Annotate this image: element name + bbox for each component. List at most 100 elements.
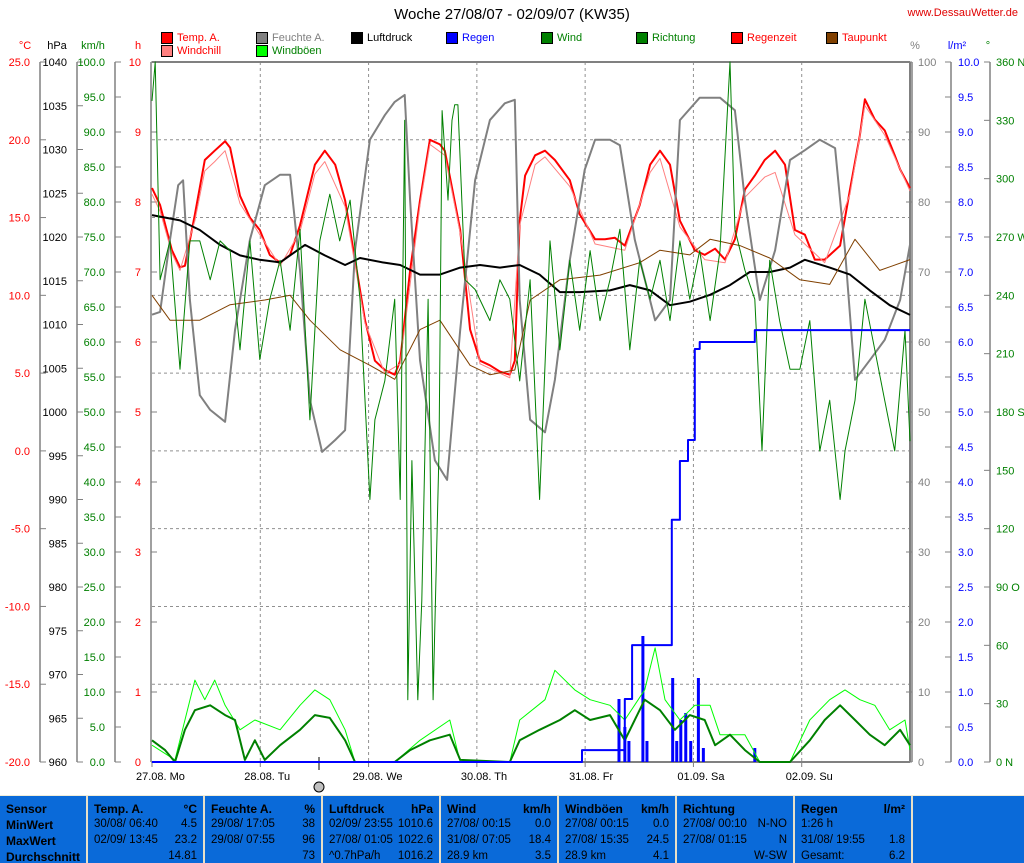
legend-label: Windböen: [272, 45, 322, 57]
legend-item: Taupunkt: [826, 32, 887, 44]
tick-label: 1020: [43, 232, 67, 244]
tick-label: 40.0: [84, 477, 105, 489]
stats-row: Gesamt: 6.2: [801, 850, 905, 863]
legend-swatch: [351, 32, 363, 44]
legend-label: Regen: [462, 32, 495, 44]
tick-label: 210: [996, 349, 1014, 361]
column-header: Richtung: [683, 802, 735, 816]
tick-label: 6.0: [958, 337, 973, 349]
tick-label: 30.0: [84, 547, 105, 559]
tick-label: 5.0: [90, 722, 105, 734]
tick-label: 4.0: [958, 477, 973, 489]
stats-column: Feuchte A.% 29/08/ 17:05 38 29/08/ 07:55 96 7…: [205, 796, 323, 863]
stats-label: 27/08/ 00:10: [683, 818, 747, 830]
stats-value: N: [778, 834, 787, 846]
chart-title: Woche 27/08/07 - 02/09/07 (KW35): [394, 6, 630, 23]
stats-row: 27/08/ 00:15 0.0: [565, 818, 669, 834]
tick-label: 95.0: [84, 92, 105, 104]
tick-label: 60: [918, 337, 930, 349]
stats-row: 29/08/ 07:55 96: [211, 834, 315, 850]
column-header: Luftdruck: [329, 802, 385, 816]
stats-value: 0.0: [653, 818, 669, 830]
tick-label: 60.0: [84, 337, 105, 349]
tick-label: 30: [996, 699, 1008, 711]
tick-label: 5: [135, 407, 141, 419]
stats-row: ^0.7hPa/h 1016.2: [329, 850, 433, 863]
tick-label: -20.0: [5, 757, 30, 769]
tick-label: 1035: [43, 101, 67, 113]
stats-value: N-NO: [757, 818, 787, 830]
site-link[interactable]: www.DessauWetter.de: [907, 7, 1018, 19]
column-header: Feuchte A.: [211, 802, 272, 816]
stats-column: Wind km/h 27/08/ 00:15 0.0 31/08/ 07:05 18.4 2…: [441, 796, 559, 863]
tick-label: 25.0: [84, 582, 105, 594]
x-tick-label: 30.08. Th: [461, 771, 507, 783]
tick-label: 330: [996, 115, 1014, 127]
tick-label: 3: [135, 547, 141, 559]
legend-label: Taupunkt: [842, 32, 887, 44]
tick-label: 965: [49, 713, 67, 725]
stats-row: MinWert: [6, 818, 80, 834]
tick-label: 6: [135, 337, 141, 349]
stats-row: 27/08/ 15:35 24.5: [565, 834, 669, 850]
stats-column: Temp. A. °C 30/08/ 06:40 4.5 02/09/ 13:45 23.…: [88, 796, 205, 863]
tick-label: 120: [996, 524, 1014, 536]
legend-item: Regen: [446, 32, 494, 44]
legend-swatch: [256, 45, 268, 57]
legend-swatch: [446, 32, 458, 44]
stats-label: 27/08/ 01:05: [329, 834, 393, 846]
axis-unit: l/m²: [948, 40, 967, 52]
tick-label: 1015: [43, 276, 67, 288]
tick-label: 15.0: [9, 213, 30, 225]
stats-value: 14.81: [168, 850, 197, 862]
tick-label: 0: [135, 757, 141, 769]
tick-label: 990: [49, 495, 67, 507]
legend-swatch: [161, 45, 173, 57]
stats-row: 14.81: [94, 850, 197, 863]
statistics-table: Sensor MinWert MaxWert Durchschnitt Temp. A.…: [0, 795, 1024, 863]
stats-label: 31/08/ 19:55: [801, 834, 865, 846]
stats-row: W-SW: [683, 850, 787, 863]
chart-canvas: °C25.020.015.010.05.00.0-5.0-10.0-15.0-2…: [5, 40, 1024, 793]
legend-item: Temp. A.: [161, 32, 220, 44]
series-temp-a: [151, 98, 911, 376]
rain-time-bar: [641, 636, 645, 762]
stats-value: 0.0: [535, 818, 551, 830]
tick-label: 1025: [43, 188, 67, 200]
x-tick-label: 27.08. Mo: [136, 771, 185, 783]
tick-label: -15.0: [5, 679, 30, 691]
stats-row: 29/08/ 17:05 38: [211, 818, 315, 834]
stats-label: 28.9 km: [447, 850, 488, 862]
tick-label: 10: [918, 687, 930, 699]
legend-item: Wind: [541, 32, 582, 44]
stats-row: 28.9 km 4.1: [565, 850, 669, 863]
stats-label: 29/08/ 07:55: [211, 834, 275, 846]
column-unit: km/h: [640, 802, 669, 816]
tick-label: 0.0: [90, 757, 105, 769]
rain-time-bar: [671, 678, 675, 762]
scroll-handle-icon[interactable]: [313, 781, 325, 793]
tick-label: 960: [49, 757, 67, 769]
stats-row: 27/08/ 00:15 0.0: [447, 818, 551, 834]
tick-label: 0: [918, 757, 924, 769]
tick-label: 50: [918, 407, 930, 419]
tick-label: 9.5: [958, 92, 973, 104]
stats-row: 27/08/ 01:15 N: [683, 834, 787, 850]
stats-row: 73: [211, 850, 315, 863]
tick-label: 0.0: [15, 446, 30, 458]
legend-swatch: [826, 32, 838, 44]
stats-row: 02/09/ 13:45 23.2: [94, 834, 197, 850]
stats-value: 24.5: [646, 834, 669, 846]
tick-label: 100.0: [77, 57, 105, 69]
axis-unit: °: [986, 40, 990, 52]
stats-label: 27/08/ 00:15: [565, 818, 629, 830]
stats-label: 02/09/ 23:55: [329, 818, 393, 830]
stats-value: 38: [302, 818, 315, 830]
stats-label: 31/08/ 07:05: [447, 834, 511, 846]
tick-label: 40: [918, 477, 930, 489]
series-regen: [152, 329, 910, 763]
tick-label: 7: [135, 267, 141, 279]
tick-label: 1040: [43, 57, 67, 69]
tick-label: 10.0: [9, 290, 30, 302]
stats-value: 23.2: [174, 834, 197, 846]
